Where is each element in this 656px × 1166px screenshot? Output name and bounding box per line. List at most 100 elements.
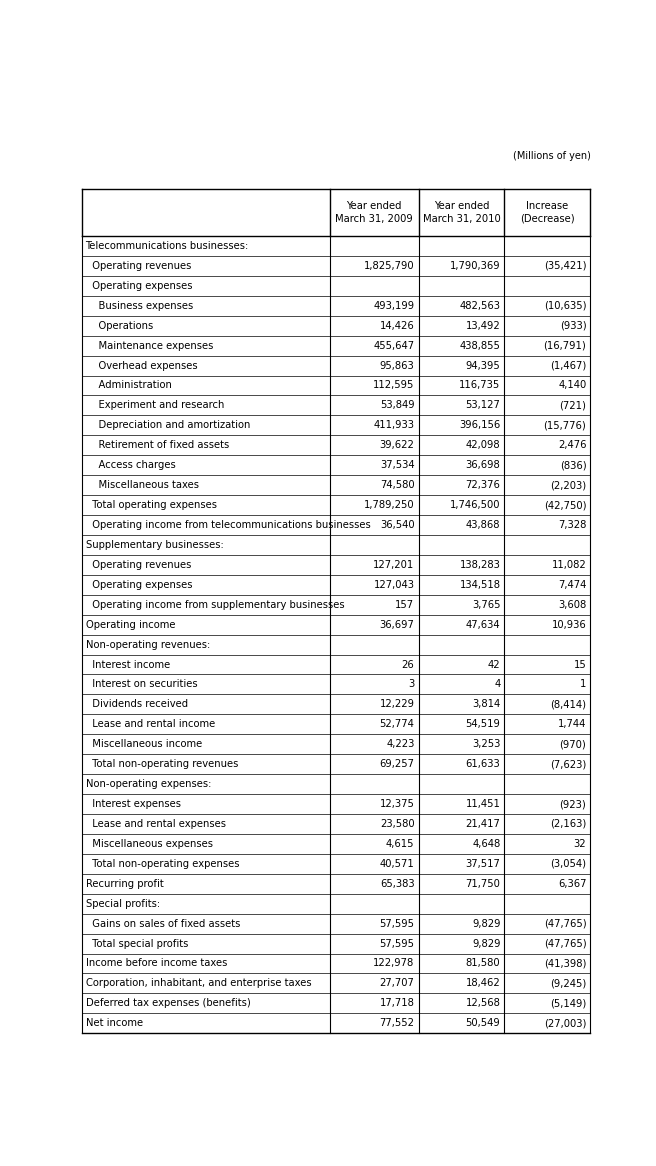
Text: 3,765: 3,765 — [472, 599, 501, 610]
Text: Non-operating revenues:: Non-operating revenues: — [85, 640, 210, 649]
Text: Lease and rental expenses: Lease and rental expenses — [85, 819, 226, 829]
Text: 21,417: 21,417 — [466, 819, 501, 829]
Text: Net income: Net income — [85, 1018, 143, 1028]
Text: Total non-operating expenses: Total non-operating expenses — [85, 859, 239, 869]
Text: 15: 15 — [573, 660, 586, 669]
Text: 61,633: 61,633 — [466, 759, 501, 770]
Text: 10,936: 10,936 — [552, 619, 586, 630]
Text: (2,203): (2,203) — [550, 480, 586, 490]
Text: 11,451: 11,451 — [466, 799, 501, 809]
Text: (42,750): (42,750) — [544, 500, 586, 510]
Text: 1,825,790: 1,825,790 — [364, 261, 415, 271]
Text: 36,540: 36,540 — [380, 520, 415, 531]
Text: 26: 26 — [401, 660, 415, 669]
Text: 438,855: 438,855 — [460, 340, 501, 351]
Text: 13,492: 13,492 — [466, 321, 501, 331]
Text: (933): (933) — [560, 321, 586, 331]
Text: 455,647: 455,647 — [373, 340, 415, 351]
Text: Operating revenues: Operating revenues — [85, 261, 191, 271]
Text: 9,829: 9,829 — [472, 939, 501, 949]
Text: 122,978: 122,978 — [373, 958, 415, 969]
Text: 32: 32 — [574, 838, 586, 849]
Text: 37,534: 37,534 — [380, 461, 415, 470]
Text: 17,718: 17,718 — [380, 998, 415, 1009]
Text: Access charges: Access charges — [85, 461, 175, 470]
Text: (10,635): (10,635) — [544, 301, 586, 311]
Text: 39,622: 39,622 — [380, 441, 415, 450]
Text: (15,776): (15,776) — [544, 420, 586, 430]
Text: 1,746,500: 1,746,500 — [450, 500, 501, 510]
Text: 47,634: 47,634 — [466, 619, 501, 630]
Text: (47,765): (47,765) — [544, 919, 586, 928]
Text: Interest expenses: Interest expenses — [85, 799, 180, 809]
Text: 65,383: 65,383 — [380, 879, 415, 888]
Text: Miscellaneous expenses: Miscellaneous expenses — [85, 838, 213, 849]
Text: Total operating expenses: Total operating expenses — [85, 500, 216, 510]
Text: 493,199: 493,199 — [373, 301, 415, 311]
Text: 43,868: 43,868 — [466, 520, 501, 531]
Text: 396,156: 396,156 — [459, 420, 501, 430]
Text: 69,257: 69,257 — [379, 759, 415, 770]
Text: 482,563: 482,563 — [459, 301, 501, 311]
Text: (16,791): (16,791) — [544, 340, 586, 351]
Text: 1,789,250: 1,789,250 — [364, 500, 415, 510]
Text: 36,698: 36,698 — [466, 461, 501, 470]
Text: Retirement of fixed assets: Retirement of fixed assets — [85, 441, 229, 450]
Text: 53,127: 53,127 — [466, 400, 501, 410]
Text: (8,414): (8,414) — [550, 700, 586, 709]
Text: 23,580: 23,580 — [380, 819, 415, 829]
Text: 7,474: 7,474 — [558, 580, 586, 590]
Text: (721): (721) — [560, 400, 586, 410]
Text: 127,043: 127,043 — [373, 580, 415, 590]
Text: 12,375: 12,375 — [380, 799, 415, 809]
Text: Non-operating expenses:: Non-operating expenses: — [85, 779, 211, 789]
Text: Dividends received: Dividends received — [85, 700, 188, 709]
Text: (923): (923) — [560, 799, 586, 809]
Text: Total special profits: Total special profits — [85, 939, 188, 949]
Text: 37,517: 37,517 — [466, 859, 501, 869]
Text: 27,707: 27,707 — [380, 978, 415, 989]
Text: 116,735: 116,735 — [459, 380, 501, 391]
Text: 42,098: 42,098 — [466, 441, 501, 450]
Text: (47,765): (47,765) — [544, 939, 586, 949]
Text: 4: 4 — [494, 680, 501, 689]
Text: Operating income from supplementary businesses: Operating income from supplementary busi… — [85, 599, 344, 610]
Text: 57,595: 57,595 — [379, 939, 415, 949]
Text: 11,082: 11,082 — [552, 560, 586, 570]
Text: Year ended
March 31, 2010: Year ended March 31, 2010 — [422, 202, 501, 224]
Text: 7,328: 7,328 — [558, 520, 586, 531]
Text: 1,790,369: 1,790,369 — [450, 261, 501, 271]
Text: 1: 1 — [580, 680, 586, 689]
Text: 411,933: 411,933 — [373, 420, 415, 430]
Text: 81,580: 81,580 — [466, 958, 501, 969]
Text: 74,580: 74,580 — [380, 480, 415, 490]
Text: 40,571: 40,571 — [380, 859, 415, 869]
Text: Total non-operating revenues: Total non-operating revenues — [85, 759, 238, 770]
Text: Recurring profit: Recurring profit — [85, 879, 163, 888]
Text: (836): (836) — [560, 461, 586, 470]
Text: Operating revenues: Operating revenues — [85, 560, 191, 570]
Text: Year ended
March 31, 2009: Year ended March 31, 2009 — [335, 202, 413, 224]
Text: 52,774: 52,774 — [380, 719, 415, 729]
Text: 71,750: 71,750 — [466, 879, 501, 888]
Text: Lease and rental income: Lease and rental income — [85, 719, 215, 729]
Text: 6,367: 6,367 — [558, 879, 586, 888]
Text: 53,849: 53,849 — [380, 400, 415, 410]
Text: 4,648: 4,648 — [472, 838, 501, 849]
Text: 112,595: 112,595 — [373, 380, 415, 391]
Text: (970): (970) — [560, 739, 586, 750]
Text: 18,462: 18,462 — [466, 978, 501, 989]
Text: 2,476: 2,476 — [558, 441, 586, 450]
Text: 3,253: 3,253 — [472, 739, 501, 750]
Text: 77,552: 77,552 — [379, 1018, 415, 1028]
Text: Experiment and research: Experiment and research — [85, 400, 224, 410]
Text: (3,054): (3,054) — [550, 859, 586, 869]
Text: 4,615: 4,615 — [386, 838, 415, 849]
Text: (Millions of yen): (Millions of yen) — [512, 150, 590, 161]
Text: 138,283: 138,283 — [460, 560, 501, 570]
Text: 94,395: 94,395 — [466, 360, 501, 371]
Text: 134,518: 134,518 — [459, 580, 501, 590]
Text: Miscellaneous income: Miscellaneous income — [85, 739, 202, 750]
Text: 1,744: 1,744 — [558, 719, 586, 729]
Text: Interest on securities: Interest on securities — [85, 680, 197, 689]
